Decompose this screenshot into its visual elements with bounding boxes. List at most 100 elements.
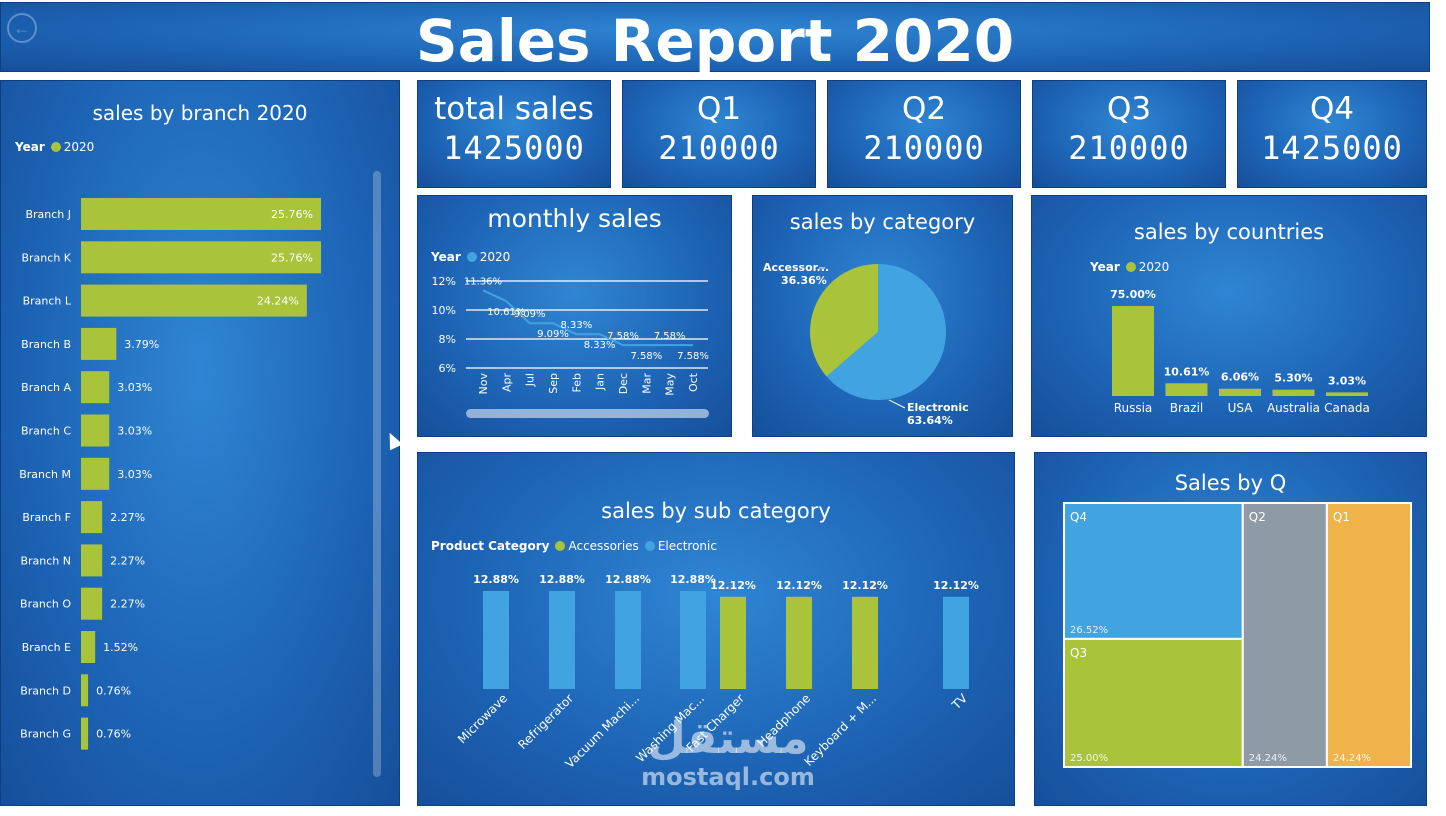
monthly-chart-title: monthly sales [487,204,662,233]
branch-data-label: 2.27% [110,598,145,611]
subcategory-category-label: Microwave [455,691,510,746]
kpi-q1: Q1 210000 [622,80,816,188]
monthly-xtick-label: Jul [524,373,537,387]
subcategory-legend: Product Category Accessories Electronic [431,539,717,553]
country-data-label: 10.61% [1164,365,1210,378]
treemap-tile [1063,637,1244,768]
legend-swatch [50,142,61,152]
subcategory-data-label: 12.12% [842,579,888,592]
pie-category-label: Accessor... [763,261,829,274]
subcategory-data-label: 12.88% [670,573,716,586]
branch-data-label: 25.76% [271,208,313,221]
subcategory-data-label: 12.12% [776,579,822,592]
legend-title: Year [1090,260,1120,274]
branch-bar [81,327,117,360]
branch-data-label: 3.03% [117,468,152,481]
treemap-category-label: Q2 [1249,510,1266,524]
treemap-category-label: Q4 [1070,510,1087,524]
branch-data-label: 3.79% [124,338,159,351]
country-category-label: Australia [1267,401,1320,415]
subcategory-bar [549,591,575,689]
monthly-data-label: 10.61% [487,307,525,318]
kpi-value: 210000 [658,129,780,167]
watermark-arabic: مستقل [647,713,809,764]
header-bar: ← Sales Report 2020 [0,2,1430,75]
legend-item: 2020 [479,250,511,264]
branch-category-label: Branch M [19,468,71,481]
country-bar [1219,388,1261,396]
kpi-value: 210000 [1068,129,1190,167]
treemap-category-label: Q3 [1070,646,1087,660]
country-category-label: USA [1228,401,1254,415]
branch-category-label: Branch C [21,425,71,438]
branch-data-label: 1.52% [103,641,138,654]
monthly-data-label: 11.36% [464,276,502,287]
branch-data-label: 0.76% [96,728,131,741]
legend-swatch-electronic [644,541,655,551]
subcategory-data-label: 12.88% [539,573,585,586]
branch-data-label: 3.03% [117,381,152,394]
quarter-treemap-title: Sales by Q [1174,471,1287,495]
country-data-label: 75.00% [1110,288,1156,301]
country-category-label: Canada [1324,401,1370,415]
monthly-xtick-label: Apr [500,373,513,393]
monthly-data-label: 9.09% [514,309,546,320]
treemap-tile [1063,502,1244,640]
legend-title: Year [15,140,45,154]
legend-item-electronic: Electronic [657,539,717,553]
kpi-label: Q2 [901,91,947,127]
monthly-data-label: 9.09% [537,329,569,340]
kpi-label: total sales [434,91,594,127]
pie-leader-line [888,399,906,409]
branch-legend: Year 2020 [15,140,94,154]
legend-item: 2020 [63,140,95,154]
country-bar [1326,392,1368,396]
page-title: Sales Report 2020 [415,7,1015,75]
monthly-data-label: 7.58% [607,331,639,342]
back-arrow-icon[interactable]: ← [7,13,37,43]
subcategory-bar [483,591,509,689]
branch-category-label: Branch K [21,251,71,264]
monthly-scrollbar[interactable] [466,409,709,418]
branch-category-label: Branch E [22,641,71,654]
watermark-latin: mostaql.com [641,763,815,791]
kpi-value: 1425000 [443,129,585,167]
legend-swatch [466,252,477,262]
country-bar [1272,389,1315,396]
monthly-xtick-label: Oct [687,372,700,392]
countries-chart-title: sales by countries [1133,220,1325,244]
legend-swatch-accessories [555,541,566,551]
branch-bar [81,371,110,404]
branch-bar [81,414,110,447]
monthly-xtick-label: Sep [547,373,560,394]
country-bar [1165,383,1208,396]
branch-scrollbar[interactable] [373,171,381,777]
treemap-tile [1325,502,1413,768]
branch-category-label: Branch N [20,554,71,567]
branch-bar [81,457,110,490]
branch-bar-chart: Branch J 25.76% Branch K 25.76% Branch L 24.2… [19,198,321,750]
subcategory-bar [852,596,878,689]
branch-data-label: 2.27% [110,554,145,567]
subcategory-bar [680,591,706,689]
kpi-q4: Q4 1425000 [1237,80,1427,188]
subcategory-data-label: 12.88% [473,573,519,586]
branch-category-label: Branch A [21,381,71,394]
branch-bar [81,674,89,707]
subcategory-bar [720,596,746,689]
branch-bar [81,717,89,750]
category-chart-panel: sales by category Accessor... 36.36% Elect… [752,195,1013,437]
watermark: مستقل mostaql.com [628,713,828,792]
treemap-data-label: 25.00% [1070,753,1108,764]
monthly-xtick-label: Nov [477,373,490,395]
kpi-label: Q3 [1106,91,1152,127]
branch-chart-panel: sales by branch 2020 Year 2020 Branch J 25… [0,80,400,806]
monthly-chart-panel: monthly sales Year 2020 12% 10% 8% 6% Nov 11.3… [417,195,732,437]
monthly-xtick-label: Feb [570,373,583,392]
countries-legend: Year 2020 [1090,260,1169,274]
category-chart-title: sales by category [789,210,976,234]
subcategory-category-label: TV [949,691,971,713]
branch-data-label: 3.03% [117,425,152,438]
subcategory-bar [786,596,812,689]
kpi-total-sales: total sales 1425000 [417,80,611,188]
